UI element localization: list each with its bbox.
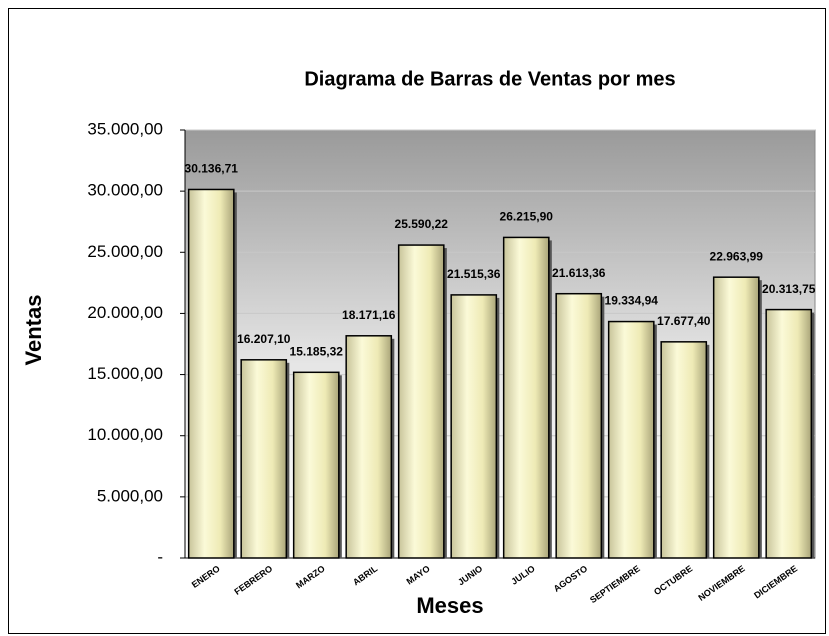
bar (712, 276, 760, 559)
data-label: 25.590,22 (395, 217, 449, 231)
data-label: 21.515,36 (447, 267, 501, 281)
y-tick-label: 10.000,00 (87, 425, 163, 444)
data-label: 26.215,90 (500, 210, 554, 224)
bar (555, 292, 603, 559)
data-label: 21.613,36 (552, 266, 606, 280)
bar (660, 341, 708, 559)
y-tick-label: - (157, 547, 163, 566)
plot-area (184, 129, 816, 559)
y-tick-label: 5.000,00 (97, 486, 163, 505)
data-label: 16.207,10 (237, 332, 291, 346)
bar (765, 308, 813, 559)
data-label: 30.136,71 (185, 162, 239, 176)
data-label: 19.334,94 (605, 294, 659, 308)
data-label: 18.171,16 (342, 308, 396, 322)
bar (240, 359, 288, 559)
data-label: 15.185,32 (290, 344, 344, 358)
x-axis-label: Meses (416, 593, 483, 618)
y-axis-label: Ventas (21, 295, 46, 366)
chart-title: Diagrama de Barras de Ventas por mes (304, 68, 675, 90)
data-label: 17.677,40 (657, 314, 711, 328)
bar (397, 244, 445, 559)
y-tick-label: 30.000,00 (87, 181, 163, 200)
bar (502, 236, 550, 559)
y-tick-label: 15.000,00 (87, 364, 163, 383)
y-tick-label: 35.000,00 (87, 119, 163, 138)
bar (450, 294, 498, 559)
y-tick-label: 20.000,00 (87, 303, 163, 322)
bar (607, 320, 655, 559)
bar (292, 371, 340, 559)
data-label: 22.963,99 (710, 249, 764, 263)
bar (187, 188, 235, 559)
data-label: 20.313,75 (762, 282, 816, 296)
y-tick-label: 25.000,00 (87, 242, 163, 261)
bar (345, 335, 393, 559)
